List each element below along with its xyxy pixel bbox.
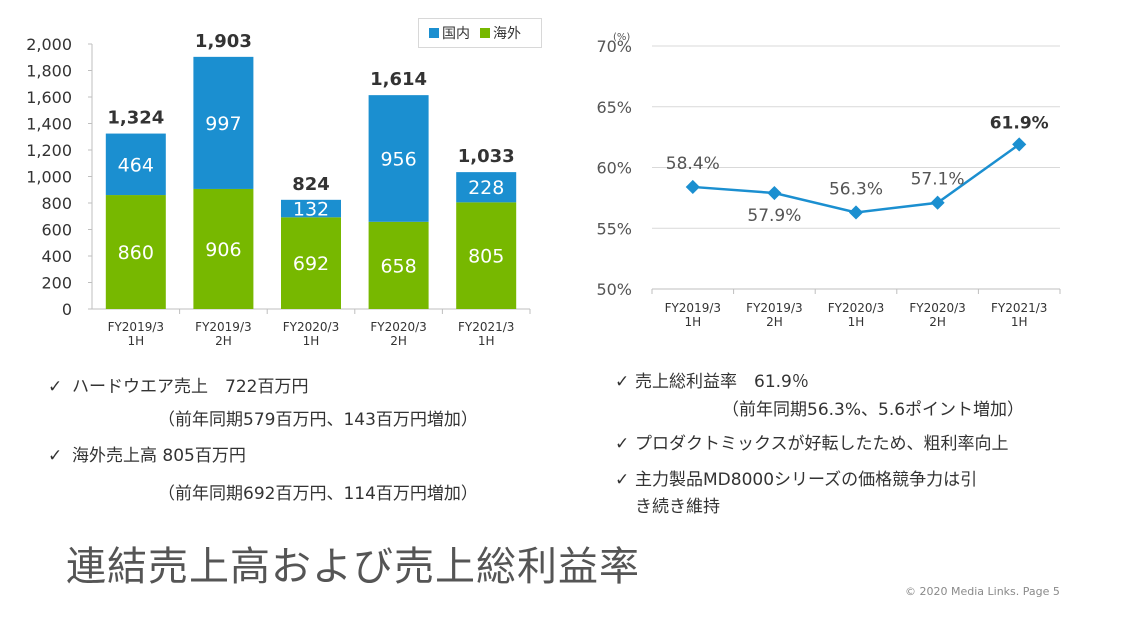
data-value-label: 61.9% bbox=[990, 113, 1049, 133]
bar-chart-legend: 国内 海外 bbox=[418, 18, 542, 48]
bar-value-label: 132 bbox=[293, 199, 329, 221]
x-tick-label: FY2020/3 2H bbox=[909, 301, 965, 329]
bullet-text: ハードウエア売上 722百万円 bbox=[72, 377, 309, 397]
legend-swatch-overseas bbox=[480, 28, 490, 38]
bullet-hardware-sales-sub: （前年同期579百万円、143百万円増加） bbox=[158, 410, 478, 430]
data-point-marker bbox=[685, 179, 700, 195]
data-point-marker bbox=[848, 205, 864, 220]
footer-copyright: © 2020 Media Links. Page 5 bbox=[905, 585, 1060, 598]
legend-item-overseas: 海外 bbox=[480, 23, 521, 43]
data-value-label: 57.1% bbox=[911, 170, 965, 190]
bar-value-label: 805 bbox=[468, 246, 504, 268]
bar-segment bbox=[281, 217, 341, 309]
x-tick-label: FY2019/3 2H bbox=[746, 301, 802, 329]
bullet-product-mix: ✓ プロダクトミックスが好転したため、粗利率向上 bbox=[615, 429, 1009, 454]
bar-value-label: 692 bbox=[293, 253, 329, 275]
bullet-gross-margin-sub: （前年同期56.3%、5.6ポイント増加） bbox=[722, 400, 1025, 420]
bar-segment bbox=[105, 133, 166, 196]
legend-swatch-domestic bbox=[429, 28, 439, 38]
x-tick-label: FY2021/3 1H bbox=[991, 301, 1047, 329]
data-value-label: 57.9% bbox=[747, 206, 801, 226]
y-tick-label: 1,000 bbox=[26, 168, 72, 187]
bar-value-label: 997 bbox=[205, 113, 241, 135]
legend-label-domestic: 国内 bbox=[442, 26, 470, 42]
y-tick-label: 400 bbox=[41, 247, 72, 266]
x-tick-label: FY2021/3 1H bbox=[458, 320, 514, 348]
bar-value-label: 956 bbox=[380, 148, 416, 170]
y-tick-label: 50% bbox=[596, 280, 632, 299]
check-icon: ✓ bbox=[615, 434, 630, 454]
y-tick-label: 0 bbox=[62, 300, 72, 319]
data-value-label: 58.4% bbox=[666, 154, 720, 174]
bullet-gross-margin: ✓ 売上総利益率 61.9％ bbox=[615, 367, 809, 392]
legend-label-overseas: 海外 bbox=[493, 26, 521, 42]
y-tick-label: 60% bbox=[596, 159, 632, 178]
bar-value-label: 658 bbox=[380, 255, 416, 277]
bar-value-label: 906 bbox=[205, 239, 241, 261]
bar-segment bbox=[368, 221, 429, 309]
bar-segment bbox=[105, 195, 166, 309]
check-icon: ✓ bbox=[48, 446, 63, 466]
y-tick-label: 600 bbox=[41, 221, 72, 240]
bar-total-label: 1,903 bbox=[195, 31, 252, 52]
bar-segment bbox=[281, 199, 341, 218]
bar-value-label: 464 bbox=[118, 154, 154, 176]
x-tick-label: FY2020/3 2H bbox=[370, 320, 426, 348]
y-tick-label: 1,800 bbox=[26, 62, 72, 81]
x-tick-label: FY2019/3 2H bbox=[195, 320, 251, 348]
bar-total-label: 1,324 bbox=[107, 108, 164, 129]
gross-margin-line-chart: 50% 55% 60% 65% 70%(%) 58.4% 57.9% 56.3% 57.1% 61… bbox=[596, 32, 1061, 329]
check-icon: ✓ bbox=[615, 372, 630, 392]
data-point-marker bbox=[767, 185, 782, 201]
bar-value-label: 860 bbox=[118, 242, 154, 264]
page-title: 連結売上高および売上総利益率 bbox=[66, 544, 640, 590]
x-tick-label: FY2019/3 1H bbox=[665, 301, 721, 329]
bullet-text: プロダクトミックスが好転したため、粗利率向上 bbox=[635, 434, 1009, 454]
bullet-overseas-sales-sub: （前年同期692百万円、114百万円増加） bbox=[158, 484, 478, 504]
bullet-hardware-sales: ✓ ハードウエア売上 722百万円 bbox=[48, 372, 308, 397]
y-tick-label: 1,200 bbox=[26, 141, 72, 160]
y-unit-label: (%) bbox=[613, 32, 630, 43]
y-tick-label: 2,000 bbox=[26, 35, 72, 54]
bar-total-label: 1,033 bbox=[458, 146, 515, 167]
x-tick-label: FY2020/3 1H bbox=[283, 320, 339, 348]
data-point-marker bbox=[1012, 137, 1027, 152]
bar-segment bbox=[456, 202, 517, 309]
bullet-price-competitiveness: ✓ 主力製品MD8000シリーズの価格競争力は引 bbox=[615, 465, 977, 490]
bullet-text: 主力製品MD8000シリーズの価格競争力は引 bbox=[635, 470, 978, 490]
y-tick-label: 70% bbox=[596, 37, 632, 56]
bar-total-label: 1,614 bbox=[370, 69, 427, 90]
y-tick-label: 200 bbox=[41, 274, 72, 293]
data-point-marker bbox=[930, 195, 945, 210]
bar-segment bbox=[193, 188, 254, 309]
check-icon: ✓ bbox=[615, 470, 630, 490]
bar-total-label: 824 bbox=[292, 174, 330, 195]
data-value-label: 56.3% bbox=[829, 179, 883, 199]
check-icon: ✓ bbox=[48, 377, 63, 397]
bullet-text: 売上総利益率 61.9％ bbox=[635, 372, 809, 392]
revenue-bar-chart: 0 200 400 600 800 1,000 1,200 1,400 1,600 1,800 2,… bbox=[26, 31, 531, 348]
bullet-text: 海外売上高 805百万円 bbox=[72, 446, 246, 466]
y-tick-label: 65% bbox=[596, 98, 632, 117]
x-tick-label: FY2019/3 1H bbox=[108, 320, 164, 348]
y-tick-label: 800 bbox=[41, 194, 72, 213]
bar-segment bbox=[368, 95, 429, 222]
bullet-price-competitiveness-cont: き続き維持 bbox=[635, 497, 720, 517]
bar-value-label: 228 bbox=[468, 177, 504, 199]
x-tick-label: FY2020/3 1H bbox=[828, 301, 884, 329]
y-tick-label: 55% bbox=[596, 219, 632, 238]
bullet-overseas-sales: ✓ 海外売上高 805百万円 bbox=[48, 441, 246, 466]
series-line bbox=[692, 143, 1020, 214]
y-tick-label: 1,400 bbox=[26, 115, 72, 134]
legend-item-domestic: 国内 bbox=[429, 23, 470, 43]
bar-segment bbox=[456, 172, 517, 203]
bar-segment bbox=[193, 56, 254, 189]
y-tick-label: 1,600 bbox=[26, 88, 72, 107]
